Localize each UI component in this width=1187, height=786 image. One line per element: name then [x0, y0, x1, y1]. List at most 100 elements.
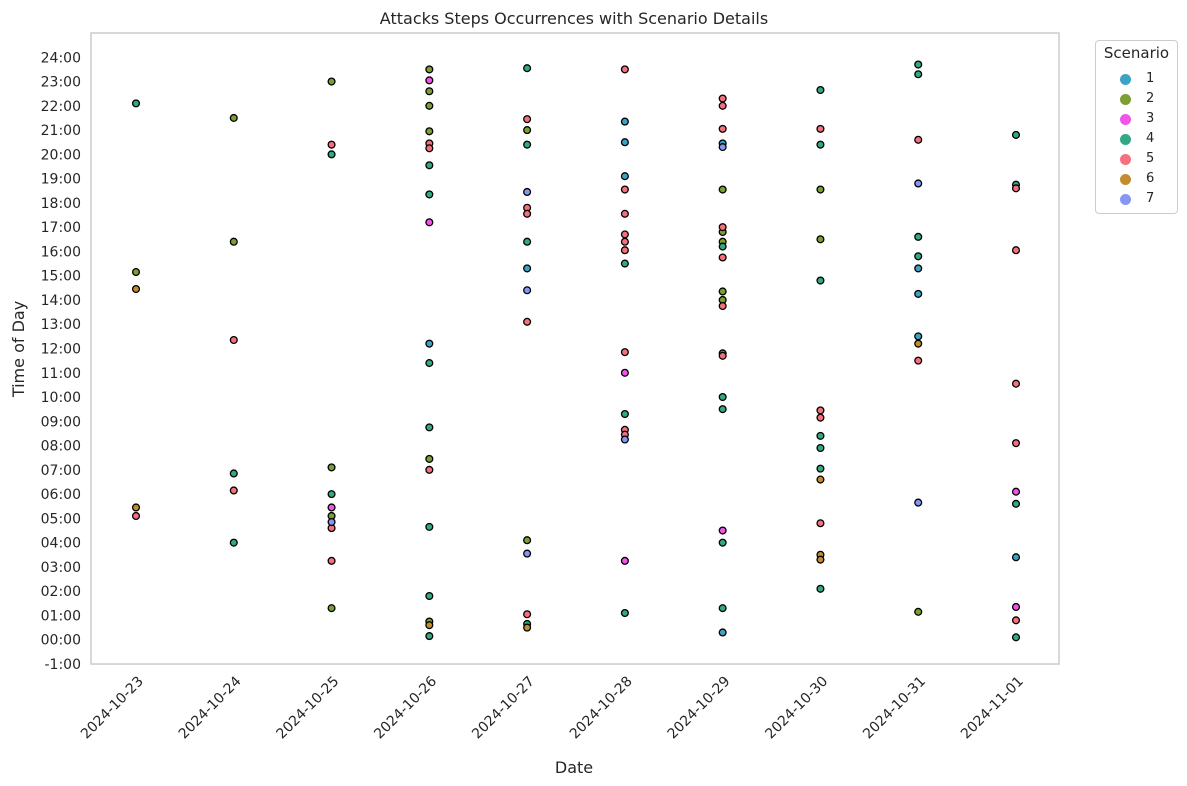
- data-point-scenario-5: [620, 209, 629, 218]
- data-point-scenario-2: [523, 126, 532, 135]
- data-point-scenario-6: [914, 339, 923, 348]
- data-point-scenario-5: [816, 413, 825, 422]
- data-point-scenario-4: [425, 359, 434, 368]
- data-point-scenario-7: [523, 549, 532, 558]
- data-point-scenario-2: [229, 237, 238, 246]
- data-point-scenario-5: [718, 223, 727, 232]
- data-point-scenario-5: [816, 406, 825, 415]
- x-tick-label: 2024-11-01: [958, 674, 1027, 743]
- data-point-scenario-5: [816, 124, 825, 133]
- data-point-scenario-4: [718, 392, 727, 402]
- legend-item-scenario-2: 2: [1096, 89, 1177, 109]
- data-point-scenario-3: [620, 368, 629, 377]
- data-point-scenario-4: [718, 538, 727, 547]
- data-point-scenario-3: [718, 526, 727, 535]
- x-tick-label: 2024-10-26: [371, 673, 440, 742]
- y-tick-label: 22:00: [41, 99, 81, 115]
- data-point-scenario-1: [1011, 553, 1021, 562]
- data-point-scenario-4: [1011, 130, 1021, 139]
- y-tick-label: 09:00: [41, 414, 81, 430]
- data-point-scenario-6: [425, 621, 434, 630]
- data-point-scenario-4: [620, 259, 629, 268]
- data-point-scenario-2: [131, 268, 141, 277]
- legend-label: 2: [1146, 91, 1155, 106]
- data-point-scenario-1: [425, 339, 434, 348]
- y-tick-label: 03:00: [41, 560, 81, 576]
- data-point-scenario-7: [523, 286, 532, 295]
- data-point-scenario-2: [718, 185, 727, 194]
- legend-marker-icon: [1120, 114, 1131, 125]
- data-point-scenario-5: [718, 301, 727, 311]
- data-point-scenario-2: [425, 87, 434, 96]
- y-tick-label: 04:00: [41, 536, 81, 552]
- x-tick-label: 2024-10-30: [762, 674, 831, 743]
- data-point-scenario-4: [914, 70, 923, 79]
- data-point-scenario-5: [1011, 246, 1021, 255]
- data-point-scenario-2: [327, 77, 336, 86]
- y-tick-label: 16:00: [41, 244, 81, 260]
- legend-item-scenario-4: 4: [1096, 129, 1177, 149]
- data-point-scenario-4: [718, 242, 727, 251]
- data-point-scenario-3: [425, 218, 434, 227]
- legend-item-scenario-5: 5: [1096, 149, 1177, 169]
- data-point-scenario-7: [327, 517, 336, 527]
- y-tick-label: 20:00: [41, 147, 81, 163]
- y-tick-label: 05:00: [41, 511, 81, 527]
- y-tick-label: 06:00: [41, 487, 81, 503]
- data-point-scenario-4: [1011, 499, 1021, 508]
- data-point-scenario-4: [425, 632, 434, 641]
- data-point-scenario-6: [816, 555, 825, 564]
- chart-title: Attacks Steps Occurrences with Scenario …: [380, 9, 768, 28]
- data-point-scenario-4: [914, 232, 923, 241]
- data-point-scenario-2: [816, 235, 825, 244]
- data-point-scenario-3: [1011, 487, 1021, 496]
- y-tick-label: 24:00: [41, 50, 81, 66]
- data-point-scenario-4: [523, 237, 532, 246]
- data-point-scenario-5: [718, 351, 727, 360]
- y-tick-label: 01:00: [41, 608, 81, 624]
- data-point-scenario-5: [1011, 184, 1021, 193]
- data-point-scenario-6: [131, 284, 141, 294]
- data-point-scenario-5: [425, 465, 434, 474]
- y-tick-label: 14:00: [41, 293, 81, 309]
- data-point-scenario-4: [131, 99, 141, 108]
- data-point-scenario-5: [523, 317, 532, 326]
- y-tick-label: 00:00: [41, 633, 81, 649]
- data-point-scenario-5: [816, 519, 825, 528]
- data-point-scenario-2: [425, 101, 434, 110]
- data-point-scenario-1: [620, 138, 629, 147]
- data-point-scenario-7: [718, 143, 727, 152]
- data-point-scenario-4: [327, 150, 336, 159]
- data-point-scenario-5: [229, 486, 238, 495]
- data-point-scenario-5: [718, 124, 727, 133]
- y-tick-label: 02:00: [41, 584, 81, 600]
- plot-area: [91, 33, 1059, 664]
- legend-item-scenario-1: 1: [1096, 69, 1177, 89]
- data-point-scenario-5: [620, 65, 629, 74]
- data-point-scenario-1: [523, 264, 532, 273]
- data-point-scenario-5: [523, 610, 532, 619]
- data-point-scenario-2: [425, 127, 434, 136]
- data-point-scenario-4: [914, 60, 923, 69]
- y-tick-label: 07:00: [41, 463, 81, 479]
- data-point-scenario-5: [620, 237, 629, 246]
- x-tick-label: 2024-10-25: [274, 674, 343, 743]
- y-tick-label: 17:00: [41, 220, 81, 236]
- x-tick-label: 2024-10-31: [860, 674, 929, 743]
- data-point-scenario-2: [425, 454, 434, 463]
- data-point-scenario-4: [816, 140, 825, 149]
- data-point-scenario-1: [914, 289, 923, 298]
- y-tick-label: 13:00: [41, 317, 81, 333]
- data-point-scenario-3: [425, 76, 434, 85]
- data-point-scenario-7: [914, 498, 923, 507]
- legend-marker-icon: [1120, 174, 1131, 185]
- data-point-scenario-4: [816, 85, 825, 95]
- data-point-scenario-5: [620, 185, 629, 194]
- data-point-scenario-4: [425, 190, 434, 199]
- y-tick-label: 23:00: [41, 75, 81, 91]
- data-point-scenario-5: [718, 94, 727, 103]
- data-point-scenario-7: [523, 187, 532, 197]
- data-point-scenario-4: [816, 464, 825, 473]
- data-point-scenario-4: [229, 538, 238, 547]
